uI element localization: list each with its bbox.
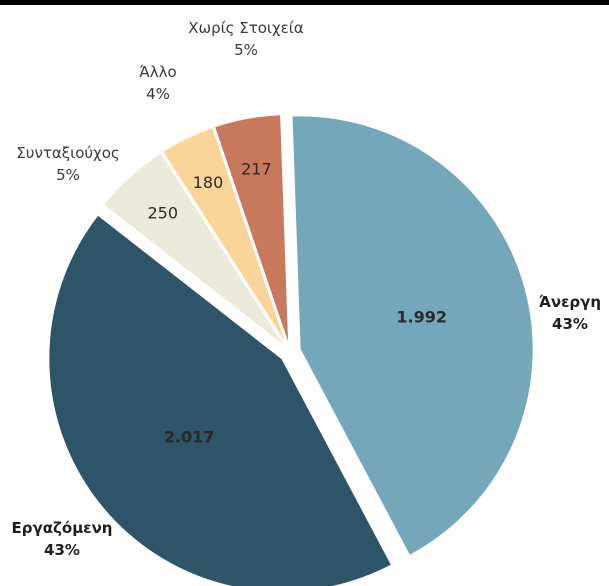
slice-value-label-εργαζόμενη: 2.017 xyxy=(164,428,215,447)
slice-value-label-χωρίς-στοιχεία: 217 xyxy=(241,160,272,179)
slice-category-label-χωρίς-στοιχεία: Χωρίς Στοιχεία xyxy=(188,19,304,37)
slice-value-label-συνταξιούχος: 250 xyxy=(147,203,178,222)
pie-slice-άλλο xyxy=(160,125,290,349)
slice-value-label-άλλο: 180 xyxy=(193,173,224,192)
slice-percent-label-χωρίς-στοιχεία: 5% xyxy=(234,41,258,59)
slice-percent-label-εργαζόμενη: 43% xyxy=(44,541,80,559)
slice-percent-label-άλλο: 4% xyxy=(146,85,170,103)
pie-slice-συνταξιούχος xyxy=(101,150,289,350)
pie-slice-εργαζόμενη xyxy=(47,213,394,586)
pie-slice-χωρίς-στοιχεία xyxy=(212,113,291,349)
slice-category-label-άλλο: Άλλο xyxy=(139,63,176,81)
slice-category-label-άνεργη: Άνεργη xyxy=(539,293,601,311)
slice-value-label-άνεργη: 1.992 xyxy=(396,308,447,327)
pie-slice-άνεργη xyxy=(290,114,535,558)
slice-percent-label-συνταξιούχος: 5% xyxy=(56,166,80,184)
slice-percent-label-άνεργη: 43% xyxy=(552,315,588,333)
slice-category-label-εργαζόμενη: Εργαζόμενη xyxy=(12,519,113,537)
slice-category-label-συνταξιούχος: Συνταξιούχος xyxy=(16,144,119,162)
top-border-rule xyxy=(0,0,609,5)
